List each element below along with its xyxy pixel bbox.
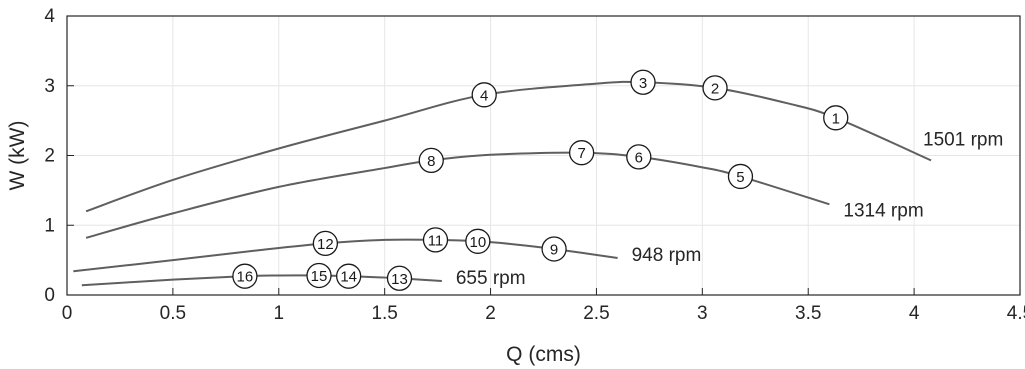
x-tick-label: 0.5 — [160, 303, 186, 324]
x-tick-label: 2.5 — [583, 303, 609, 324]
point-marker: 9 — [541, 236, 567, 262]
series-label: 655 rpm — [456, 268, 526, 289]
point-marker: 11 — [422, 227, 449, 253]
point-marker: 3 — [630, 69, 656, 95]
point-marker-label: 9 — [550, 241, 558, 258]
point-marker: 16 — [232, 263, 258, 289]
point-marker-circle — [306, 262, 332, 289]
y-tick-label: 2 — [44, 146, 55, 167]
point-marker-circle — [727, 163, 754, 190]
point-marker: 1 — [823, 105, 849, 131]
point-marker: 8 — [418, 147, 444, 174]
point-marker-label: 16 — [237, 269, 254, 286]
point-marker-label: 15 — [311, 268, 328, 285]
series-line — [73, 238, 618, 273]
point-marker-label: 7 — [577, 145, 585, 162]
y-axis-label: W (kW) — [6, 121, 29, 191]
y-tick-label: 4 — [44, 6, 55, 27]
point-marker-label: 12 — [317, 236, 334, 253]
series-line — [85, 151, 830, 239]
point-marker-circle — [386, 265, 413, 291]
point-marker: 6 — [626, 144, 652, 170]
axis-ticks: 00.511.522.533.544.501234 — [44, 6, 1025, 324]
point-marker: 12 — [312, 230, 339, 257]
point-marker-label: 14 — [340, 269, 357, 286]
x-axis-label: Q (cms) — [506, 343, 581, 366]
point-marker-circle — [232, 263, 258, 289]
point-marker-label: 8 — [427, 153, 435, 170]
point-marker-label: 13 — [391, 271, 408, 288]
point-marker-label: 11 — [428, 232, 444, 249]
point-marker-circle — [630, 69, 656, 95]
x-tick-label: 1.5 — [371, 303, 397, 324]
series-label: 948 rpm — [632, 245, 702, 266]
series-label: 1314 rpm — [843, 200, 923, 221]
point-marker: 7 — [568, 140, 595, 166]
series-layer — [73, 80, 932, 287]
point-marker: 15 — [306, 262, 332, 289]
point-marker-circle — [823, 105, 849, 131]
y-tick-label: 0 — [44, 285, 55, 306]
point-marker-circle — [541, 236, 567, 262]
y-tick-label: 1 — [44, 215, 55, 236]
point-marker-label: 4 — [480, 87, 488, 104]
point-marker-circle — [702, 75, 728, 101]
x-tick-label: 0 — [62, 303, 73, 324]
point-marker: 13 — [386, 265, 413, 291]
point-marker-circle — [471, 82, 497, 108]
point-marker-circle — [465, 228, 491, 254]
point-marker: 5 — [727, 163, 754, 190]
point-marker-circle — [312, 230, 339, 257]
point-marker: 10 — [465, 228, 491, 254]
point-marker: 2 — [702, 75, 728, 101]
x-tick-label: 1 — [273, 303, 284, 324]
x-tick-label: 3 — [697, 303, 708, 324]
point-marker-label: 5 — [736, 169, 744, 186]
point-marker-circle — [422, 227, 449, 253]
x-tick-label: 3.5 — [795, 303, 821, 324]
series-label-layer: 1501 rpm 1314 rpm 948 rpm 655 rpm — [456, 129, 1003, 289]
point-marker-circle — [418, 147, 444, 174]
point-marker-label: 10 — [470, 234, 487, 251]
point-marker-label: 1 — [832, 110, 840, 127]
x-tick-label: 2 — [485, 303, 496, 324]
x-tick-label: 4 — [909, 303, 920, 324]
point-marker-label: 3 — [639, 75, 647, 92]
y-tick-label: 3 — [44, 76, 55, 97]
point-marker-circle — [568, 140, 595, 166]
series-label: 1501 rpm — [923, 129, 1003, 150]
point-marker-circle — [626, 144, 652, 170]
point-marker-label: 6 — [635, 149, 643, 166]
point-marker: 4 — [471, 82, 497, 108]
x-tick-label: 4.5 — [1007, 303, 1025, 324]
point-marker: 14 — [336, 263, 362, 289]
point-marker-circle — [336, 263, 362, 289]
point-marker-label: 2 — [711, 80, 719, 97]
series-line — [85, 80, 932, 213]
